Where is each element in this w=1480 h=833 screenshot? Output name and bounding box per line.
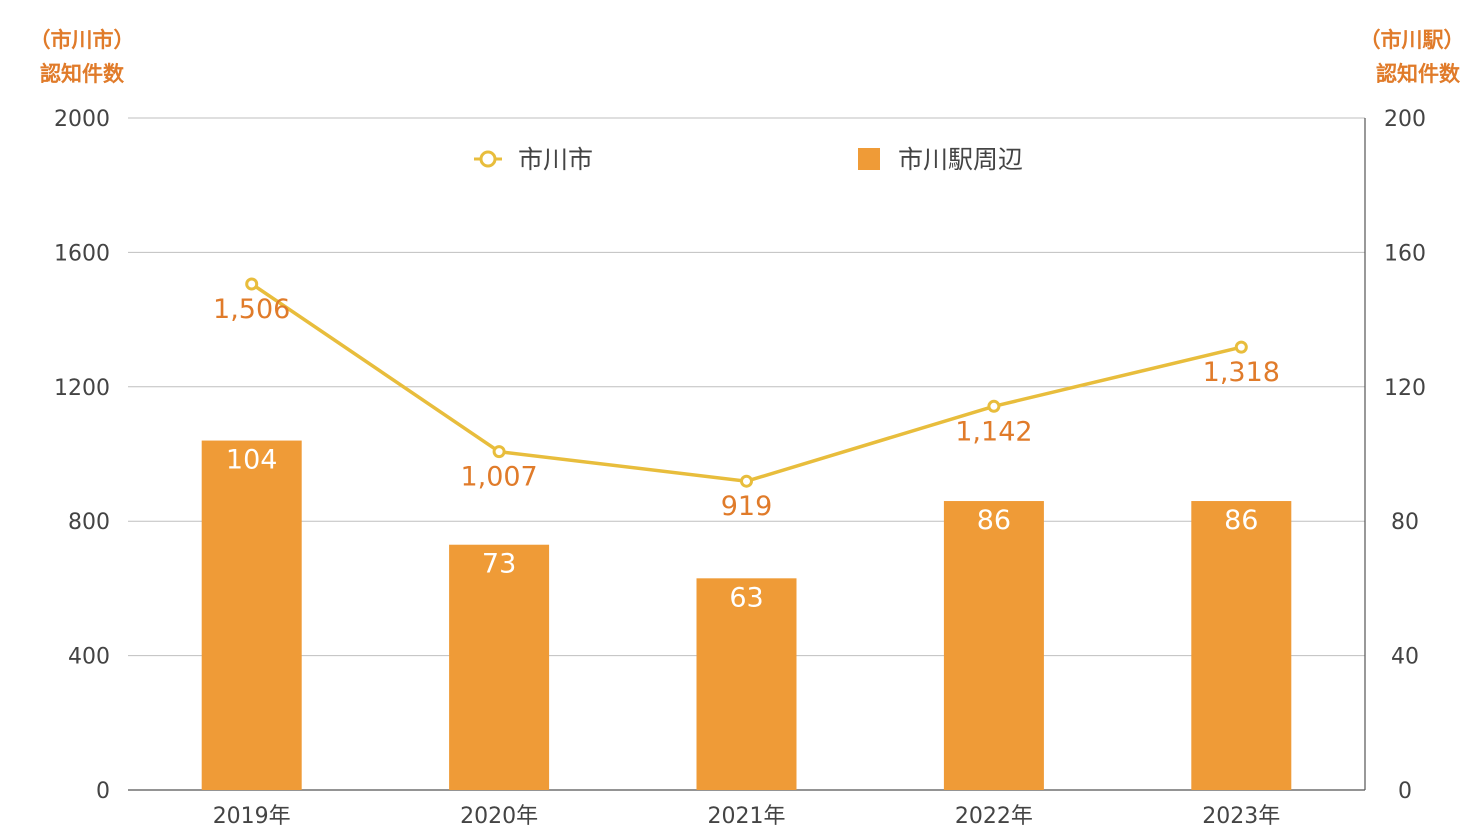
right-tick-label: 200 bbox=[1384, 107, 1426, 132]
right-axis-title: （市川駅） 認知件数 bbox=[1360, 28, 1465, 86]
x-tick-label: 2022年 bbox=[955, 804, 1033, 829]
left-tick-label: 0 bbox=[96, 779, 110, 804]
gridlines bbox=[128, 117, 1366, 791]
line-point bbox=[245, 277, 259, 291]
right-tick-label: 0 bbox=[1398, 779, 1412, 804]
left-tick-label: 1600 bbox=[54, 241, 110, 266]
line-data-label: 1,007 bbox=[460, 462, 537, 493]
bar-data-label: 86 bbox=[1224, 505, 1258, 536]
legend: 市川市 市川駅周辺 bbox=[474, 145, 1023, 174]
bar bbox=[201, 440, 302, 790]
right-axis-title-line1: （市川駅） bbox=[1360, 28, 1465, 52]
bar bbox=[943, 501, 1044, 790]
bar-data-label: 73 bbox=[482, 549, 516, 580]
right-tick-label: 80 bbox=[1391, 510, 1419, 535]
right-axis-title-line2: 認知件数 bbox=[1376, 62, 1461, 86]
line-data-label: 919 bbox=[721, 491, 773, 522]
right-tick-label: 40 bbox=[1391, 645, 1419, 670]
x-tick-label: 2021年 bbox=[708, 804, 786, 829]
legend-label-line: 市川市 bbox=[518, 145, 593, 174]
x-axis-ticks: 2019年 2020年 2021年 2022年 2023年 bbox=[213, 804, 1281, 829]
line-point bbox=[492, 445, 506, 459]
line-data-label: 1,318 bbox=[1203, 357, 1280, 388]
right-axis-ticks: 0 40 80 120 160 200 bbox=[1384, 107, 1426, 804]
left-axis-title: （市川市） 認知件数 bbox=[30, 28, 135, 86]
legend-label-bar: 市川駅周辺 bbox=[898, 145, 1023, 174]
line-point bbox=[987, 399, 1001, 413]
bar-series: 104 73 63 86 86 bbox=[201, 440, 1292, 790]
left-axis-ticks: 0 400 800 1200 1600 2000 bbox=[54, 107, 110, 804]
x-tick-label: 2023年 bbox=[1202, 804, 1280, 829]
bar-data-label: 86 bbox=[977, 505, 1011, 536]
bar bbox=[449, 544, 550, 790]
line-point bbox=[1234, 340, 1248, 354]
legend-item-line: 市川市 bbox=[474, 145, 593, 174]
line-point bbox=[740, 474, 753, 488]
right-tick-label: 160 bbox=[1384, 241, 1426, 266]
line-data-label: 1,142 bbox=[955, 416, 1032, 447]
left-tick-label: 2000 bbox=[54, 107, 110, 132]
legend-bar-swatch bbox=[858, 148, 880, 170]
x-tick-label: 2019年 bbox=[213, 804, 291, 829]
bar bbox=[696, 578, 797, 790]
bar-data-label: 104 bbox=[226, 445, 278, 476]
legend-line-marker bbox=[479, 150, 497, 168]
right-tick-label: 120 bbox=[1384, 376, 1426, 401]
left-tick-label: 800 bbox=[68, 510, 110, 535]
bar bbox=[1191, 501, 1292, 790]
left-axis-title-line2: 認知件数 bbox=[40, 62, 125, 86]
series-line bbox=[250, 282, 1242, 483]
bar-data-label: 63 bbox=[729, 582, 763, 613]
line-data-label: 1,506 bbox=[213, 294, 290, 325]
left-tick-label: 400 bbox=[68, 645, 110, 670]
left-axis-title-line1: （市川市） bbox=[30, 28, 135, 52]
x-tick-label: 2020年 bbox=[460, 804, 538, 829]
legend-item-bar: 市川駅周辺 bbox=[858, 145, 1023, 174]
left-tick-label: 1200 bbox=[54, 376, 110, 401]
line-series: 1,506 1,007 919 1,142 1,318 bbox=[213, 277, 1280, 522]
